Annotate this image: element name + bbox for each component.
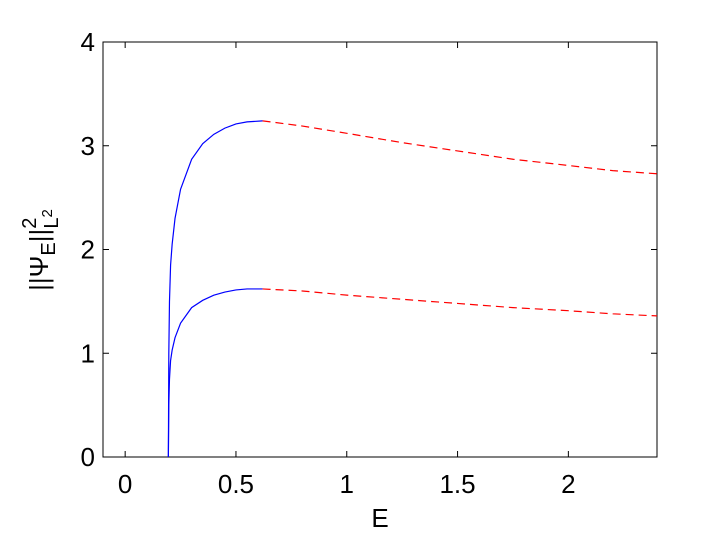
y-label-part: E — [38, 242, 60, 255]
data-line — [167, 288, 263, 458]
y-label-part: ||Ψ — [24, 256, 54, 291]
x-tick-label: 2 — [561, 469, 575, 499]
x-tick-label: 1.5 — [439, 469, 475, 499]
x-tick-label: 1 — [340, 469, 354, 499]
y-label-part: || — [24, 229, 54, 243]
x-tick-label: 0 — [118, 469, 132, 499]
x-axis-label: E — [371, 503, 388, 533]
data-line — [167, 120, 263, 458]
data-line — [262, 120, 658, 175]
y-tick-label: 3 — [81, 131, 95, 161]
y-label-part: 2 — [19, 218, 41, 229]
y-label-part: L — [41, 218, 63, 229]
y-axis-label: ||ΨE||2L2 — [19, 209, 63, 291]
y-label-part: 2 — [39, 209, 56, 217]
y-tick-label: 1 — [81, 338, 95, 368]
y-tick-label: 4 — [81, 27, 95, 57]
plot-area — [102, 41, 658, 458]
y-tick-label: 2 — [81, 235, 95, 265]
y-tick-label: 0 — [81, 442, 95, 472]
x-tick-label: 0.5 — [218, 469, 254, 499]
data-line — [262, 288, 658, 317]
